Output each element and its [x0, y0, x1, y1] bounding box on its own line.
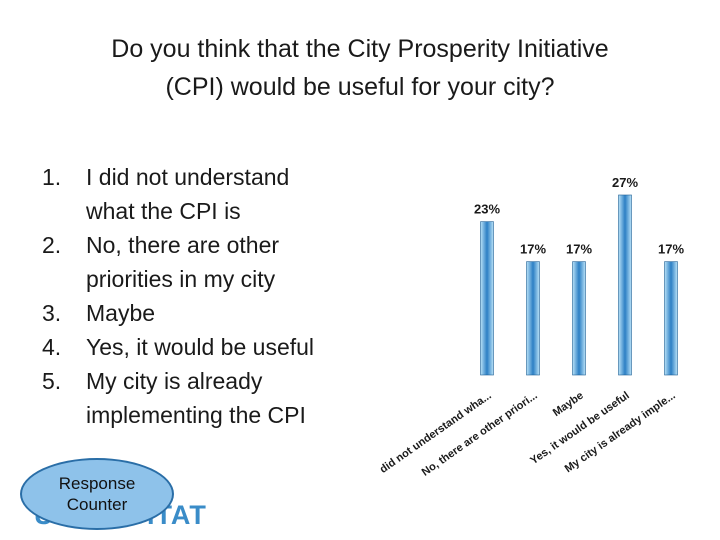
response-bar-chart: 23% 17% 17% 27% 17% I did not understand wha… [380, 175, 684, 480]
answer-option-text-line: priorities in my city [86, 266, 276, 292]
answer-option-3: 3. Maybe [42, 296, 372, 330]
answer-option-number: 1. [42, 164, 62, 190]
answer-options-list: 1. I did not understand what the CPI is … [42, 160, 372, 432]
chart-category-labels: I did not understand wha...No, there are… [380, 390, 678, 480]
answer-option-text: No, there are other priorities in my cit… [86, 228, 372, 296]
answer-option-text: My city is already implementing the CPI [86, 364, 372, 432]
slide-title: Do you think that the City Prosperity In… [30, 30, 690, 106]
answer-option-text: I did not understand what the CPI is [86, 160, 372, 228]
chart-bars [480, 194, 678, 376]
chart-bar [526, 261, 540, 376]
answer-option-text-line: I did not understand [86, 164, 290, 190]
chart-data-label: 23% [474, 202, 500, 217]
chart-category-label: Maybe [551, 390, 586, 419]
chart-data-label: 17% [566, 242, 592, 257]
answer-option-number: 5. [42, 368, 62, 394]
chart-bar [664, 261, 678, 376]
answer-option-text: Maybe [86, 296, 372, 330]
answer-option-text-line: Yes, it would be useful [86, 334, 315, 360]
answer-option-4: 4. Yes, it would be useful [42, 330, 372, 364]
answer-option-text-line: My city is already [86, 368, 263, 394]
answer-option-text: Yes, it would be useful [86, 330, 372, 364]
slide-title-line-1: Do you think that the City Prosperity In… [111, 35, 609, 63]
answer-option-text-line: No, there are other [86, 232, 280, 258]
slide-title-line-2: (CPI) would be useful for your city? [165, 73, 555, 101]
answer-option-number: 3. [42, 300, 62, 326]
chart-data-label: 17% [520, 242, 546, 257]
answer-option-2: 2. No, there are other priorities in my … [42, 228, 372, 296]
answer-option-1: 1. I did not understand what the CPI is [42, 160, 372, 228]
chart-bar [572, 261, 586, 376]
response-counter-badge: Response Counter [20, 458, 174, 530]
answer-option-number: 4. [42, 334, 62, 360]
chart-value-labels: 23% 17% 17% 27% 17% [474, 175, 684, 257]
answer-option-5: 5. My city is already implementing the C… [42, 364, 372, 432]
response-counter-label-line: Response [58, 474, 136, 493]
chart-data-label: 17% [658, 242, 684, 257]
answer-option-text-line: implementing the CPI [86, 402, 306, 428]
chart-bar [480, 221, 494, 376]
chart-bar [618, 194, 632, 376]
answer-option-text-line: what the CPI is [86, 198, 241, 224]
chart-data-label: 27% [612, 175, 638, 190]
answer-option-text-line: Maybe [86, 300, 156, 326]
response-counter-label-line: Counter [66, 495, 128, 514]
answer-option-number: 2. [42, 232, 62, 258]
